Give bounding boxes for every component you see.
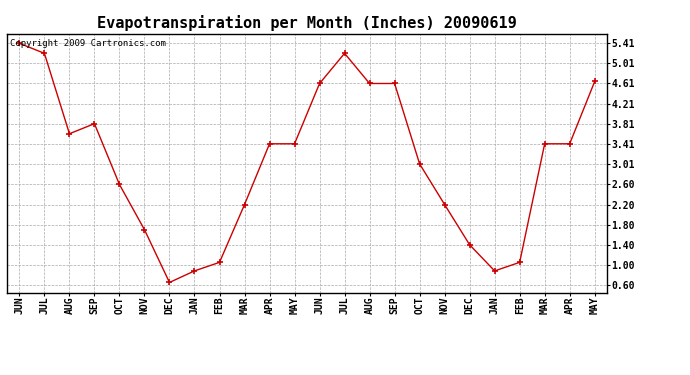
Text: Copyright 2009 Cartronics.com: Copyright 2009 Cartronics.com [10, 39, 166, 48]
Title: Evapotranspiration per Month (Inches) 20090619: Evapotranspiration per Month (Inches) 20… [97, 15, 517, 31]
